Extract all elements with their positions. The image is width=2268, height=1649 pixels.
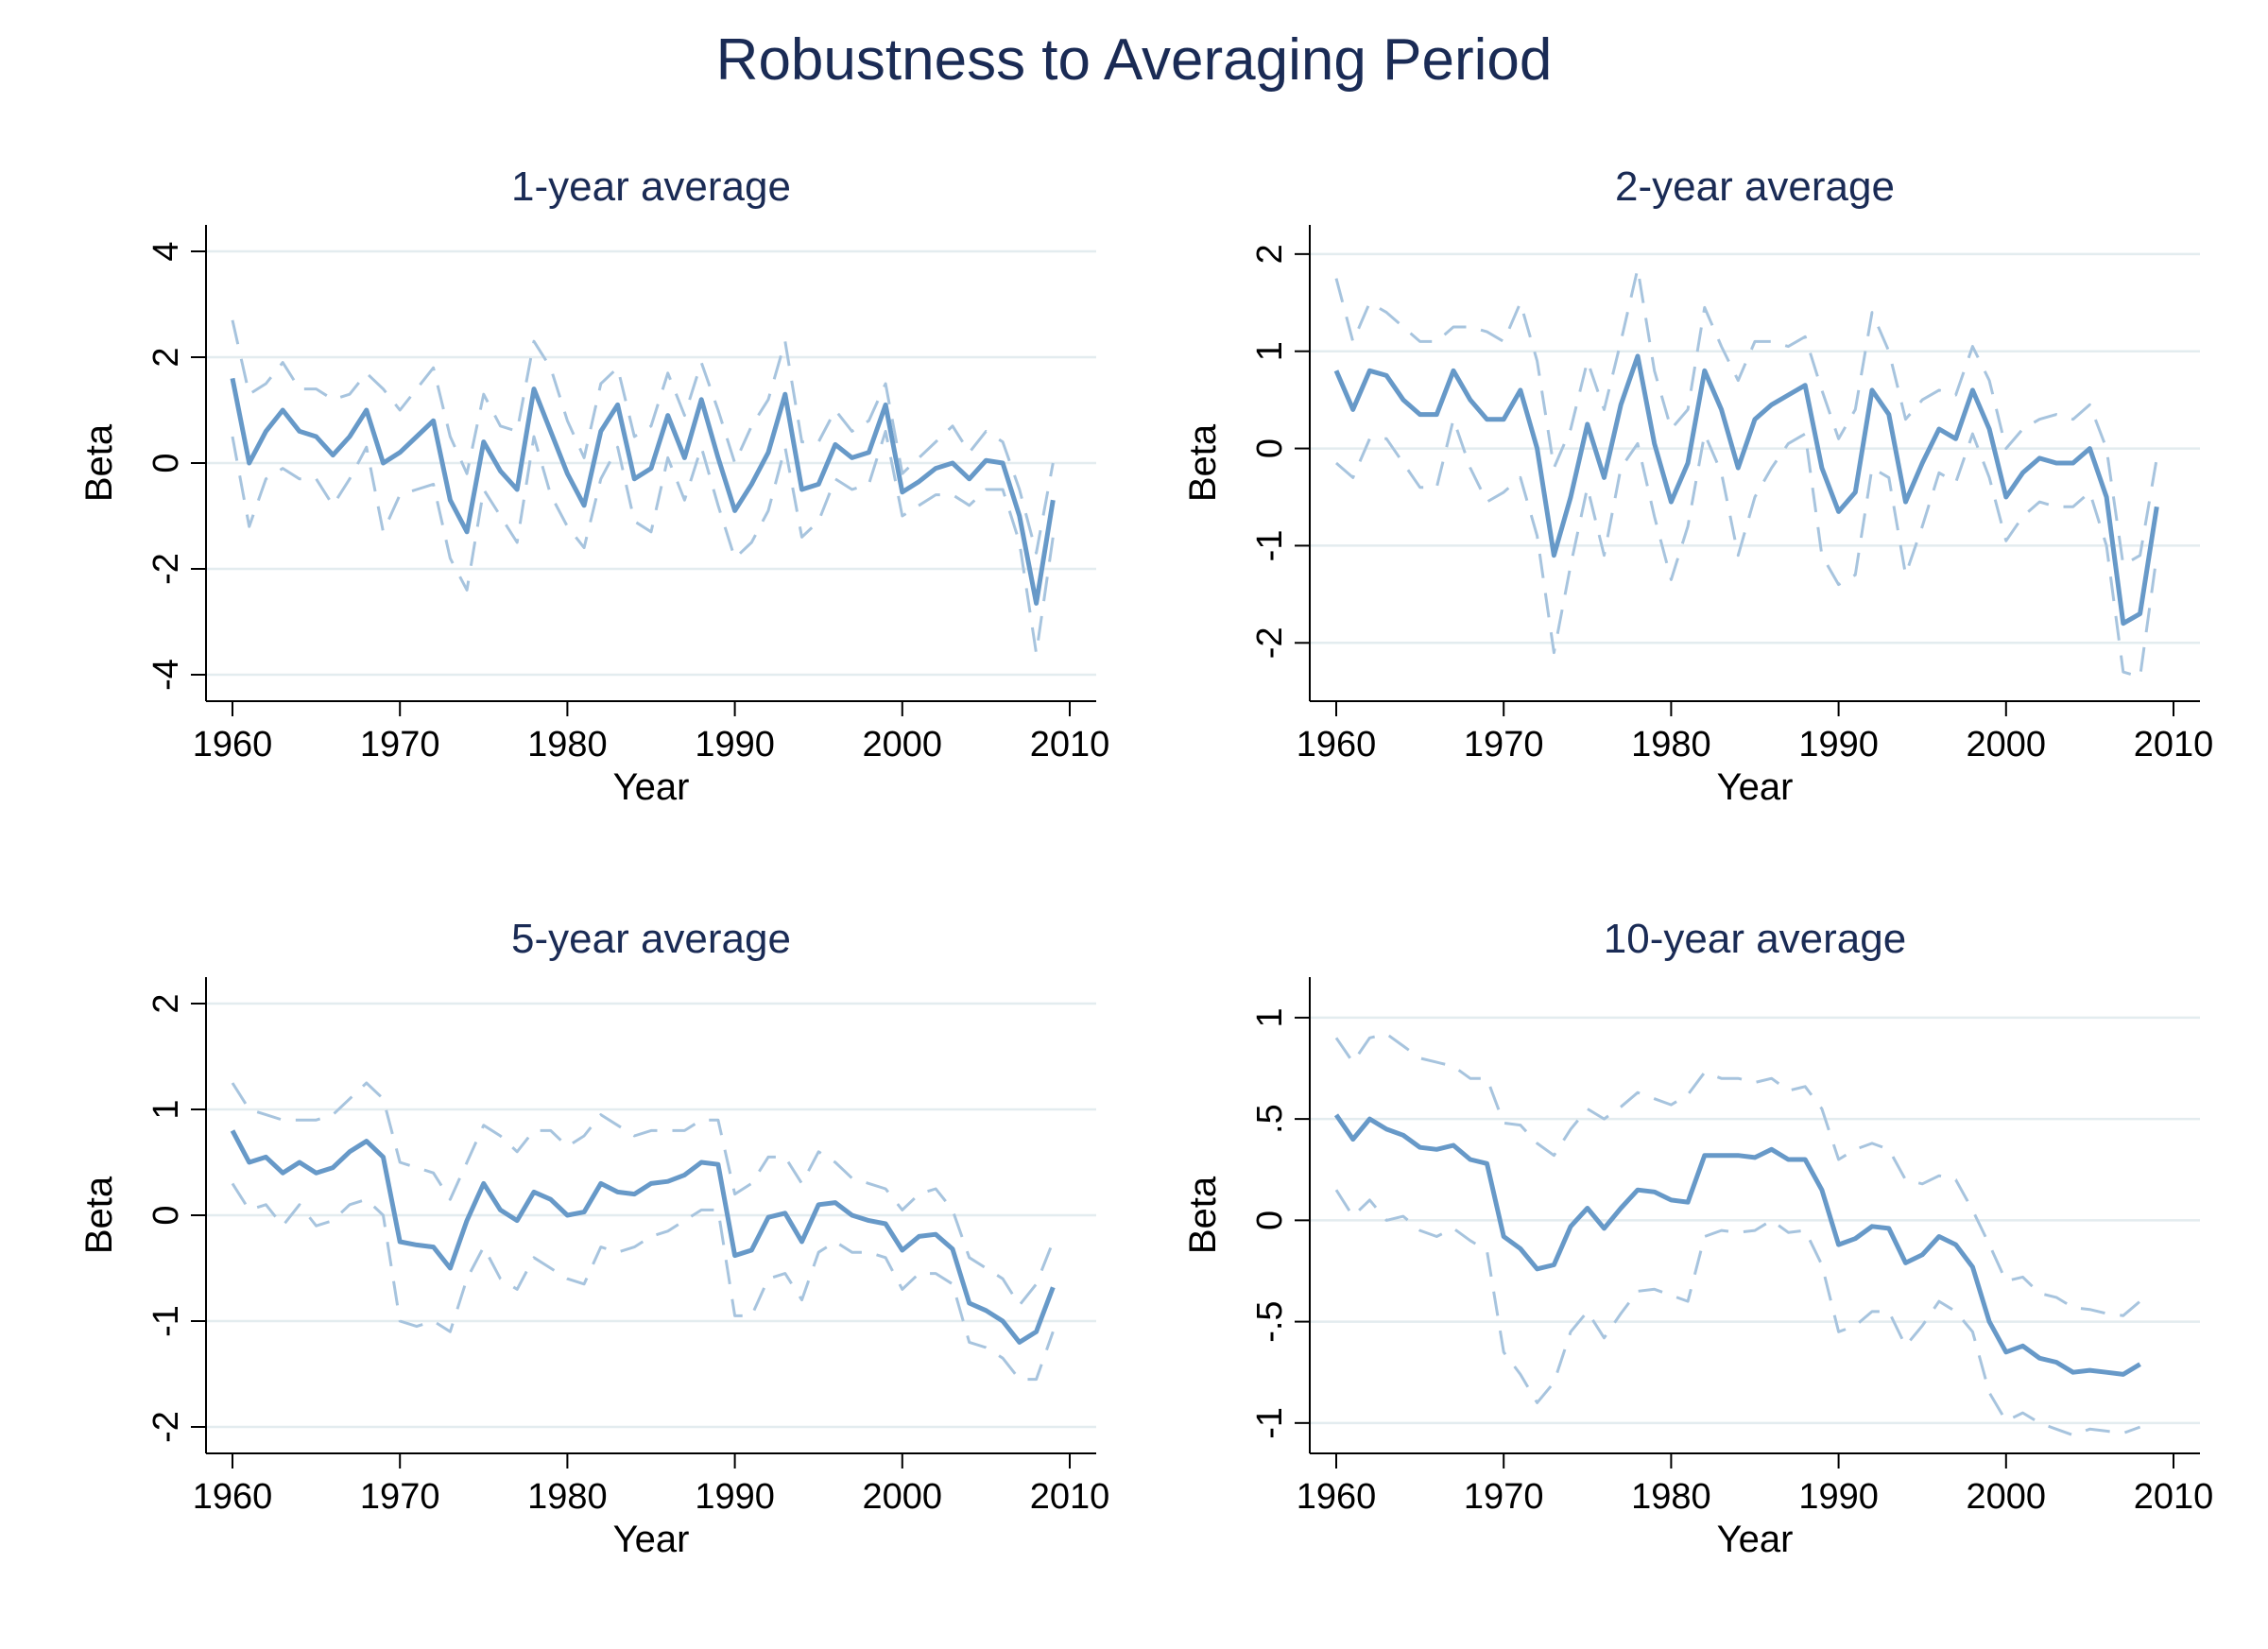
y-tick-label: 4 — [146, 241, 186, 261]
y-axis-label: Beta — [78, 1176, 120, 1254]
series-lower-line — [231, 1182, 1055, 1382]
y-axis-label: Beta — [1182, 423, 1224, 502]
y-tick-label: 1 — [1250, 1007, 1290, 1027]
y-tick-label: -2 — [146, 1411, 186, 1443]
x-axis-label: Year — [1717, 1519, 1794, 1560]
series-lower-line — [1334, 1189, 2141, 1437]
x-tick-label: 1960 — [1297, 1477, 1377, 1517]
x-tick-label: 2000 — [863, 725, 943, 764]
panel-4: -1 -.5 0 .5 1 1960 1970 1980 1990 2000 2010 10-year… — [1182, 916, 2213, 1560]
y-tick-label: -2 — [1250, 627, 1290, 659]
x-tick-label: 2010 — [2134, 725, 2214, 764]
y-tick-label: 0 — [1250, 438, 1290, 458]
series-upper-line — [1334, 266, 2158, 567]
series-estimate-line — [230, 377, 1056, 606]
x-tick-label: 1970 — [1464, 1477, 1544, 1517]
x-tick-label: 1980 — [527, 725, 608, 764]
y-tick-label: 1 — [1250, 341, 1290, 361]
x-tick-label: 1990 — [695, 1477, 775, 1517]
panel-2: -2 -1 0 1 2 1960 1970 1980 1990 2000 2010 2-year av… — [1182, 163, 2213, 808]
y-tick-label: 0 — [1250, 1211, 1290, 1230]
panel-title: 5-year average — [511, 916, 791, 962]
x-tick-label: 2010 — [1030, 725, 1110, 764]
x-tick-label: 2010 — [1030, 1477, 1110, 1517]
main-title: Robustness to Averaging Period — [715, 27, 1553, 93]
x-tick-label: 1990 — [1798, 1477, 1879, 1517]
y-tick-label: -1 — [1250, 1407, 1290, 1439]
x-tick-label: 1960 — [193, 725, 273, 764]
y-tick-label: 2 — [146, 993, 186, 1013]
series-lower-line — [1335, 418, 2158, 678]
panel-title: 1-year average — [511, 163, 791, 210]
y-tick-label: 1 — [146, 1099, 186, 1119]
x-axis-label: Year — [1717, 766, 1794, 808]
x-tick-label: 2000 — [1967, 725, 2047, 764]
x-tick-label: 1970 — [1464, 725, 1544, 764]
series-lower-line — [231, 429, 1055, 656]
x-tick-label: 2000 — [1967, 1477, 2047, 1517]
x-tick-label: 2000 — [863, 1477, 943, 1517]
x-tick-label: 1990 — [695, 725, 775, 764]
y-tick-label: 0 — [146, 1205, 186, 1225]
y-tick-label: 0 — [146, 453, 186, 472]
series-upper-line — [231, 1081, 1055, 1307]
panel-3: -2 -1 0 1 2 1960 1970 1980 1990 2000 2010 5-year av… — [78, 916, 1109, 1560]
y-tick-label: 2 — [146, 347, 186, 367]
series-upper-line — [1334, 1032, 2141, 1317]
y-tick-label: -1 — [146, 1305, 186, 1337]
series-estimate-line — [1333, 1113, 2141, 1377]
y-axis-label: Beta — [78, 423, 120, 502]
x-axis-label: Year — [613, 766, 690, 808]
y-tick-label: -2 — [146, 553, 186, 585]
series-estimate-line — [1333, 353, 2159, 627]
x-tick-label: 1980 — [1631, 1477, 1711, 1517]
x-tick-label: 1970 — [360, 1477, 440, 1517]
panel-1: -4 -2 0 2 4 1960 1970 1980 1990 2000 2010 1-year av… — [78, 163, 1109, 808]
x-tick-label: 1980 — [1631, 725, 1711, 764]
x-tick-label: 1990 — [1798, 725, 1879, 764]
x-tick-label: 1980 — [527, 1477, 608, 1517]
x-tick-label: 1970 — [360, 725, 440, 764]
y-axis-label: Beta — [1182, 1176, 1224, 1254]
series-upper-line — [231, 319, 1055, 555]
y-tick-label: -.5 — [1250, 1300, 1290, 1342]
series-estimate-line — [230, 1129, 1056, 1345]
y-tick-label: 2 — [1250, 244, 1290, 264]
panel-title: 2-year average — [1615, 163, 1895, 210]
x-tick-label: 1960 — [1297, 725, 1377, 764]
x-axis-label: Year — [613, 1519, 690, 1560]
x-tick-label: 1960 — [193, 1477, 273, 1517]
y-tick-label: -1 — [1250, 530, 1290, 562]
x-tick-label: 2010 — [2134, 1477, 2214, 1517]
panel-title: 10-year average — [1604, 916, 1906, 962]
y-tick-label: -4 — [146, 659, 186, 691]
y-tick-label: .5 — [1250, 1104, 1290, 1134]
